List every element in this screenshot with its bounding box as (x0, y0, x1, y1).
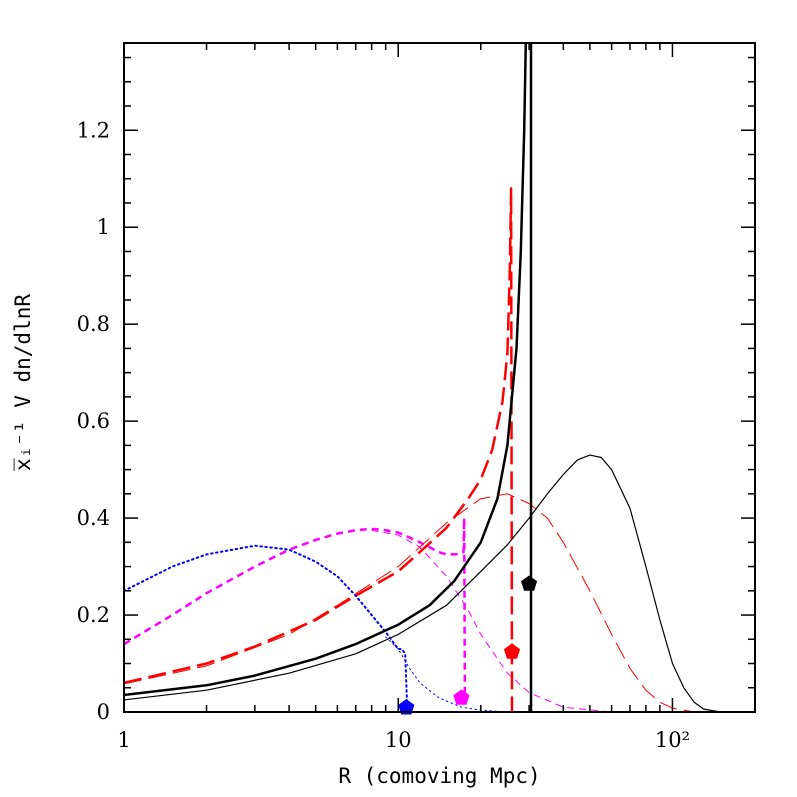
marker-pentagon-1 (453, 689, 470, 705)
y-tick-label: 0.4 (77, 506, 110, 530)
series-line-3 (371, 529, 612, 712)
x-tick-label: 1 (117, 728, 130, 752)
series-line-8 (124, 454, 755, 712)
series-line-4 (124, 187, 514, 712)
y-tick-label: 1.2 (77, 118, 110, 142)
y-tick-label: 1 (97, 215, 110, 239)
series-line-6 (124, 43, 528, 697)
y-tick-label: 0.2 (77, 603, 110, 627)
series-layer (124, 43, 755, 712)
marker-pentagon-3 (521, 575, 538, 591)
x-axis-label: R (comoving Mpc) (338, 764, 540, 788)
series-line-1 (385, 636, 508, 712)
series-line-2 (124, 516, 467, 703)
y-tick-label: 0.6 (77, 409, 110, 433)
series-line-0 (124, 544, 409, 712)
plot-frame (123, 42, 756, 713)
series-line-5 (124, 493, 695, 712)
y-tick-label: 0.8 (77, 312, 110, 336)
y-tick-label: 0 (97, 700, 110, 724)
x-tick-label: 10² (655, 728, 690, 752)
y-axis-label: x̅ᵢ⁻¹ V dn/dlnR (11, 294, 35, 471)
tick-label-layer: 1 10 10² 0 0.2 0.4 0.6 0.8 1 1.2 (77, 118, 690, 752)
marker-pentagon-2 (503, 643, 521, 659)
x-tick-label: 10 (385, 728, 412, 752)
marker-layer (398, 575, 538, 715)
marker-pentagon-0 (398, 699, 415, 715)
tick-layer (123, 43, 756, 713)
